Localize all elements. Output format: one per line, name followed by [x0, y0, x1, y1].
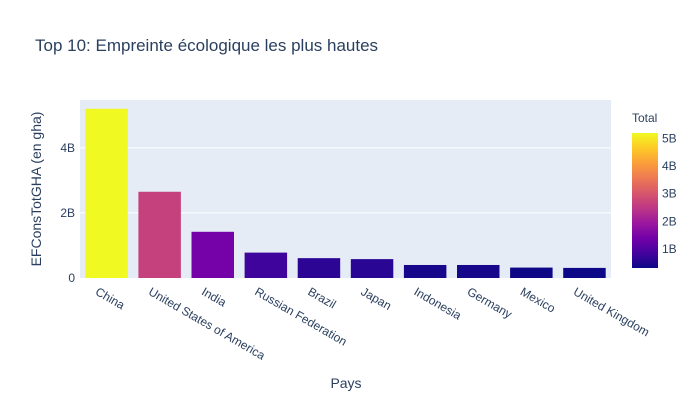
colorbar: Total 1B 2B 3B 4B 5B — [632, 111, 677, 268]
x-tick-label: Mexico — [518, 284, 558, 315]
colorbar-tick-label: 3B — [662, 187, 677, 201]
chart-title: Top 10: Empreinte écologique les plus ha… — [35, 36, 378, 55]
colorbar-tick-label: 2B — [662, 214, 677, 228]
x-tick-label: Germany — [465, 284, 515, 321]
x-tick-label: United Kingdom — [571, 284, 652, 339]
bar — [297, 258, 341, 278]
bar — [403, 264, 447, 278]
x-tick-label: Japan — [359, 284, 394, 312]
bar — [191, 231, 234, 278]
colorbar-gradient — [632, 133, 658, 268]
colorbar-tick-label: 5B — [662, 132, 677, 146]
x-tick-label: Russian Federation — [252, 284, 349, 348]
x-tick-label: China — [93, 284, 127, 312]
bar — [85, 108, 128, 278]
bar — [510, 267, 553, 278]
bars — [85, 108, 606, 278]
y-tick-labels: 0 2B 4B — [60, 141, 75, 285]
y-tick-label: 2B — [60, 206, 75, 220]
y-tick-label: 4B — [60, 141, 75, 155]
bar — [350, 259, 394, 278]
bar — [138, 191, 181, 278]
colorbar-tick-label: 1B — [662, 242, 677, 256]
x-tick-label: India — [199, 284, 229, 309]
x-tick-label: Indonesia — [412, 284, 464, 322]
colorbar-ticks: 1B 2B 3B 4B 5B — [662, 132, 677, 256]
bar — [563, 267, 606, 278]
x-tick-label: Brazil — [305, 284, 338, 311]
y-tick-label: 0 — [68, 271, 75, 285]
colorbar-title: Total — [632, 111, 657, 125]
x-axis-label: Pays — [330, 375, 361, 391]
bar — [457, 264, 500, 278]
y-axis-label: EFConsTotGHA (en gha) — [28, 112, 44, 267]
colorbar-tick-label: 4B — [662, 159, 677, 173]
bar — [244, 252, 288, 278]
